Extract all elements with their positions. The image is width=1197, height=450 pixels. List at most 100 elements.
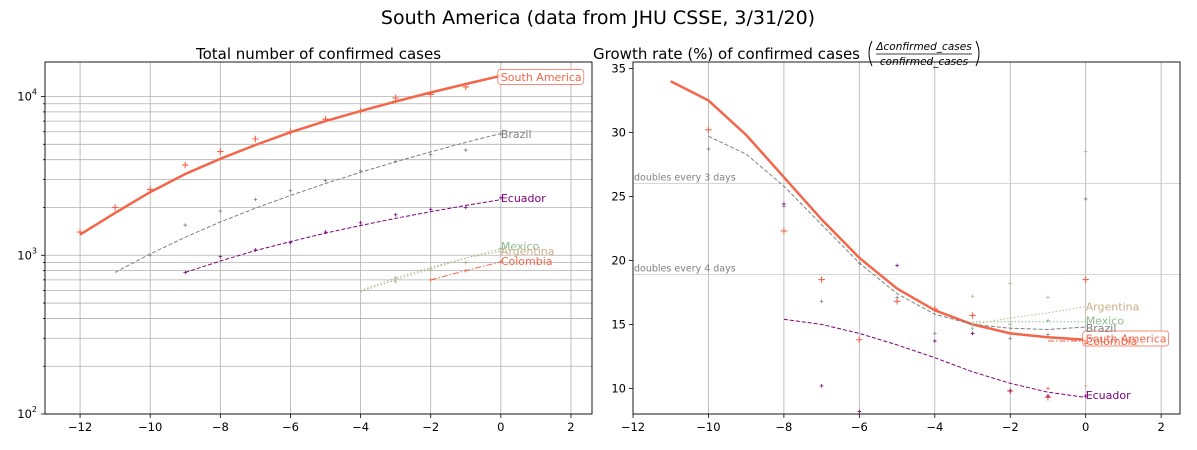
data-point-mexico [1046, 318, 1050, 323]
series-label-colombia: Colombia [1086, 335, 1138, 348]
title-numerator: Δconfirmed_cases [875, 41, 972, 53]
data-point-brazil [288, 188, 293, 193]
data-point-brazil [1046, 332, 1050, 337]
data-point-brazil [148, 253, 152, 258]
data-point-ecuador [970, 331, 975, 336]
data-point-south-america [392, 94, 399, 102]
data-point-mexico [970, 326, 975, 331]
axes-frame [632, 61, 1181, 415]
growth-rate-chart: doubles every 3 days doubles every 4 days… [593, 40, 1181, 434]
data-point-south-america [287, 128, 294, 135]
y-tick-label: 30 [611, 125, 626, 139]
data-point-ecuador [1083, 394, 1088, 398]
data-point-south-america [111, 204, 119, 211]
data-point-mexico [1083, 149, 1088, 154]
data-point-brazil [706, 147, 711, 151]
series-line-brazil [708, 135, 1086, 331]
x-tick-label: −6 [282, 420, 299, 434]
series-label-brazil: Brazil [1086, 322, 1117, 335]
data-point-argentina [1008, 281, 1013, 286]
series-label-colombia: Colombia [501, 255, 553, 268]
series-label-ecuador: Ecuador [1086, 389, 1131, 402]
title-paren-right [975, 40, 980, 67]
x-tick-label: 0 [497, 420, 504, 434]
series-line-south-america [670, 80, 1086, 342]
data-point-ecuador [819, 384, 824, 388]
x-tick-label: −10 [138, 420, 162, 434]
data-point-south-america [969, 312, 976, 319]
data-point-ecuador [1046, 394, 1050, 398]
data-point-ecuador [895, 263, 899, 268]
data-point-brazil [358, 169, 363, 173]
data-point-ecuador [782, 202, 786, 206]
series-label-brazil: Brazil [501, 128, 532, 141]
data-point-ecuador [183, 270, 188, 275]
y-tick-label: 10 [611, 381, 626, 395]
data-point-south-america [462, 83, 469, 91]
x-tick-label: −6 [851, 420, 868, 434]
x-tick-label: −4 [926, 420, 943, 434]
data-point-brazil [428, 152, 433, 157]
series-label-mexico: Mexico [1086, 315, 1125, 328]
data-point-argentina [1046, 295, 1050, 300]
data-point-brazil [393, 159, 398, 164]
data-point-south-america [780, 227, 788, 235]
data-point-argentina [499, 250, 503, 254]
data-point-ecuador [428, 207, 433, 212]
x-tick-label: −12 [68, 420, 92, 434]
y-tick-label: 102 [17, 405, 37, 421]
series-label-box [497, 69, 585, 85]
y-tick-label: 15 [611, 317, 626, 331]
series-line-ecuador [185, 199, 501, 273]
data-point-brazil [463, 148, 468, 152]
y-tick-label: 20 [611, 253, 626, 267]
x-tick-label: −8 [775, 420, 792, 434]
data-point-south-america [76, 228, 84, 236]
data-point-brazil [1083, 197, 1088, 201]
series-label-argentina: Argentina [1086, 300, 1140, 313]
data-point-south-america [217, 148, 224, 155]
data-point-argentina [393, 280, 398, 284]
title-paren-left [868, 40, 873, 67]
data-point-brazil [499, 132, 503, 136]
data-point-brazil [1008, 336, 1013, 341]
y-tick-label: 25 [611, 189, 626, 203]
data-point-ecuador [857, 409, 862, 414]
y-tick-label: 35 [611, 61, 626, 75]
reference-line-label: doubles every 3 days [634, 173, 736, 184]
series-label-argentina: Argentina [501, 245, 555, 258]
data-point-mexico [499, 246, 503, 251]
data-point-south-america [705, 126, 712, 134]
x-tick-label: −2 [1002, 420, 1019, 434]
data-point-argentina [1083, 384, 1088, 388]
data-point-ecuador [288, 240, 293, 245]
series-label-ecuador: Ecuador [501, 192, 546, 205]
data-point-south-america [931, 305, 938, 313]
data-point-ecuador [393, 212, 398, 217]
data-point-argentina [970, 294, 975, 299]
data-point-mexico [1008, 322, 1013, 327]
data-point-south-america [427, 91, 434, 98]
data-point-argentina [428, 267, 433, 271]
data-point-ecuador [463, 205, 468, 210]
data-point-brazil [253, 197, 258, 202]
series-line-brazil [114, 133, 501, 273]
x-tick-label: 2 [567, 420, 574, 434]
x-tick-label: −2 [422, 420, 439, 434]
data-point-ecuador [253, 248, 258, 252]
data-point-colombia [499, 259, 503, 264]
data-point-brazil [323, 178, 328, 183]
data-point-brazil [183, 223, 188, 227]
chart-title: Growth rate (%) of confirmed cases [593, 45, 860, 63]
data-point-colombia [1083, 341, 1088, 346]
data-point-south-america [1082, 276, 1089, 283]
y-tick-label: 103 [17, 246, 37, 262]
data-point-brazil [857, 261, 862, 265]
data-point-colombia [1046, 386, 1050, 391]
data-point-ecuador [218, 254, 223, 259]
series-label-mexico: Mexico [501, 240, 540, 253]
data-point-argentina [463, 260, 468, 265]
title-denominator: confirmed_cases [880, 56, 969, 68]
total-cases-chart: South America Brazil Ecuador MexicoArgentin… [17, 45, 593, 434]
series-label-south-america: South America [501, 71, 582, 84]
